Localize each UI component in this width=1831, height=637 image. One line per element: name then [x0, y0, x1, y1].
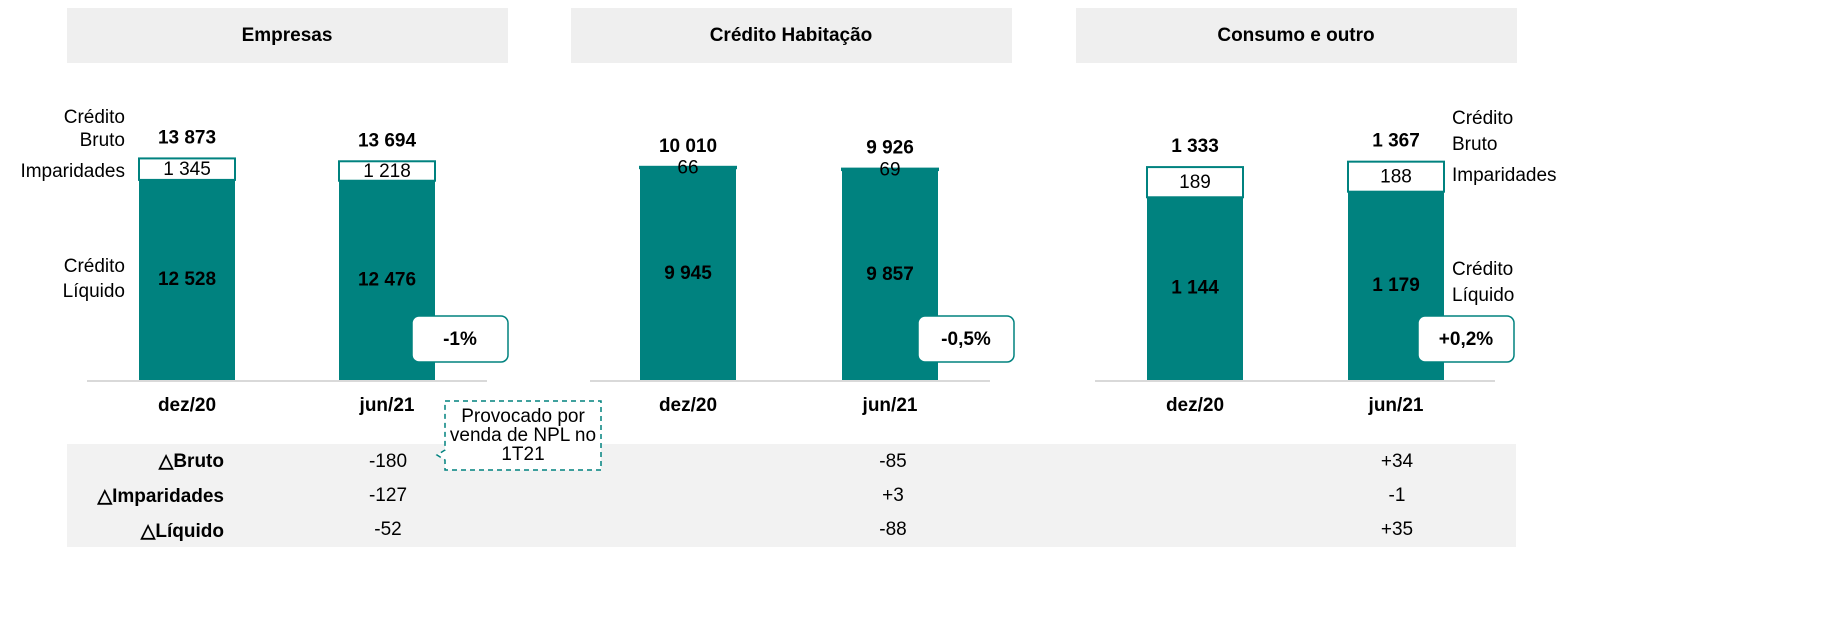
panel-header — [1076, 8, 1517, 63]
panel-title: Consumo e outro — [1217, 25, 1374, 46]
delta-value: -88 — [879, 519, 906, 540]
change-label: -0,5% — [941, 329, 991, 350]
delta-value: -52 — [374, 519, 401, 540]
impairment-bar — [639, 165, 737, 170]
annotation-box — [435, 400, 602, 471]
net-credit-bar — [139, 179, 235, 380]
value-label: 1 218 — [363, 161, 411, 182]
total-label: 1 333 — [1171, 136, 1219, 157]
table-background — [67, 444, 1516, 547]
value-label: 1 179 — [1372, 275, 1420, 296]
side-label: Imparidades — [1452, 165, 1557, 186]
delta-row-label: △Líquido — [140, 521, 224, 542]
delta-row-label: △Imparidades — [96, 486, 224, 507]
annotation-text: Provocado por — [461, 406, 585, 427]
delta-value: +3 — [882, 485, 904, 506]
change-badge — [411, 315, 509, 363]
panel-title: Crédito Habitação — [710, 25, 873, 46]
value-label: 12 476 — [358, 269, 416, 290]
delta-value: +35 — [1381, 519, 1413, 540]
change-label: -1% — [443, 329, 477, 350]
value-label: 9 945 — [664, 263, 712, 284]
impairment-bar — [138, 157, 236, 181]
total-label: 1 367 — [1372, 131, 1420, 152]
delta-value: -180 — [369, 451, 407, 472]
change-label: +0,2% — [1439, 329, 1494, 350]
impairment-bar — [841, 167, 939, 172]
impairment-bar — [1347, 160, 1445, 193]
annotation-text: venda de NPL no — [450, 425, 596, 446]
total-label: 9 926 — [866, 138, 914, 159]
side-label: Crédito Bruto — [1452, 108, 1513, 155]
category-label: dez/20 — [1166, 395, 1224, 416]
net-credit-bar — [640, 168, 736, 380]
value-label: 69 — [879, 159, 900, 180]
value-label: 188 — [1380, 167, 1412, 188]
total-label: 13 694 — [358, 130, 417, 151]
value-label: 1 144 — [1171, 278, 1219, 299]
panel-header — [67, 8, 508, 63]
delta-value: -85 — [879, 451, 906, 472]
change-badge — [1417, 315, 1515, 363]
impairment-bar — [338, 160, 436, 182]
delta-value: -127 — [369, 485, 407, 506]
side-label: Crédito Líquido — [1452, 259, 1514, 306]
delta-value: -1 — [1389, 485, 1406, 506]
delta-row-label: △Bruto — [158, 451, 224, 472]
category-label: jun/21 — [862, 395, 918, 416]
annotation-text: 1T21 — [501, 444, 544, 465]
value-label: 189 — [1179, 172, 1211, 193]
value-label: 66 — [677, 158, 698, 179]
value-label: 9 857 — [866, 264, 914, 285]
category-label: jun/21 — [359, 395, 415, 416]
category-label: dez/20 — [158, 395, 216, 416]
total-label: 10 010 — [659, 136, 717, 157]
total-label: 13 873 — [158, 127, 216, 148]
change-badge — [917, 315, 1015, 363]
category-label: jun/21 — [1368, 395, 1424, 416]
value-label: 12 528 — [158, 269, 216, 290]
panel-title: Empresas — [242, 25, 333, 46]
side-label: Crédito Bruto — [64, 107, 125, 151]
category-label: dez/20 — [659, 395, 717, 416]
net-credit-bar — [1147, 197, 1243, 380]
value-label: 1 345 — [163, 159, 211, 180]
delta-value: +34 — [1381, 451, 1414, 472]
impairment-bar — [1146, 166, 1244, 199]
panel-header — [571, 8, 1012, 63]
side-label: Imparidades — [20, 161, 125, 182]
side-label: Crédito Líquido — [63, 256, 125, 302]
